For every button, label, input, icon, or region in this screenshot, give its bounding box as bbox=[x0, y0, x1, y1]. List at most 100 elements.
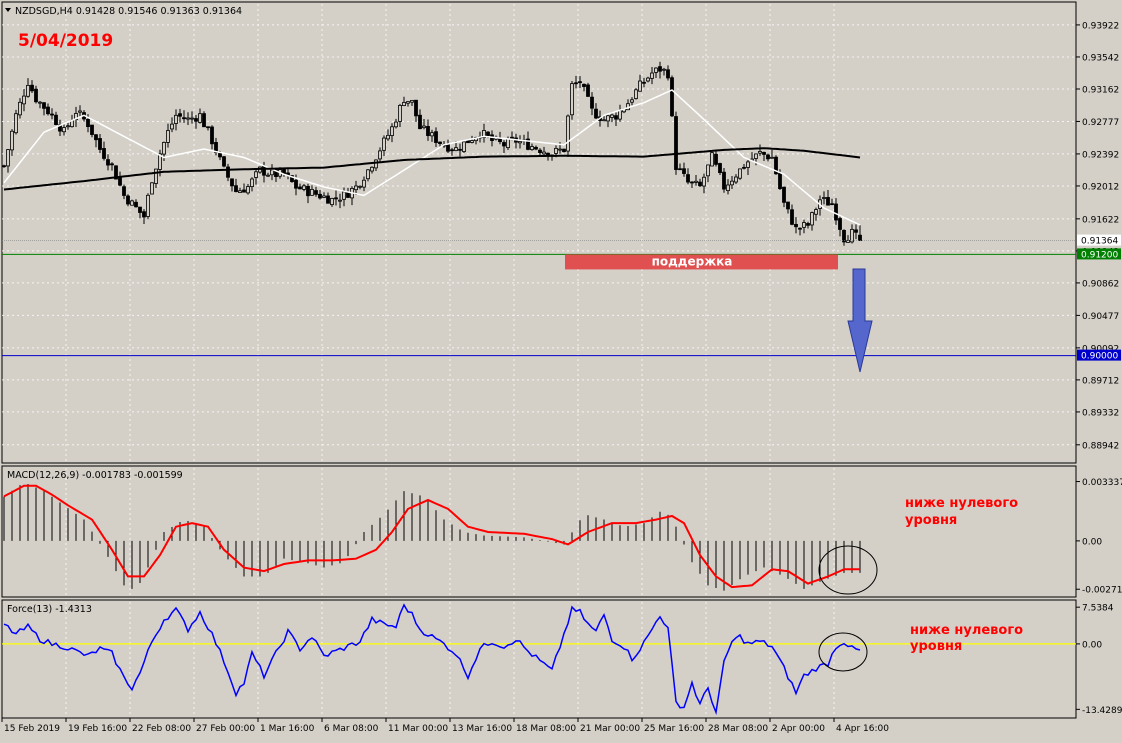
x-tick-label: 15 Feb 2019 bbox=[4, 724, 60, 734]
candle-body bbox=[202, 113, 206, 128]
candle-body bbox=[146, 194, 150, 217]
current-price-text: 0.91364 bbox=[1081, 237, 1118, 247]
candle-body bbox=[34, 88, 38, 103]
candle-body bbox=[702, 176, 706, 187]
candle-body bbox=[2, 165, 6, 168]
candle-body bbox=[658, 66, 662, 72]
candle-body bbox=[758, 151, 762, 154]
symbol-header: NZDSGD,H4 0.91428 0.91546 0.91363 0.9136… bbox=[15, 6, 242, 17]
candle-body bbox=[26, 85, 30, 97]
candle-body bbox=[562, 148, 566, 152]
candle-body bbox=[294, 179, 298, 189]
x-tick-label: 25 Mar 16:00 bbox=[644, 724, 704, 734]
candle-body bbox=[194, 118, 198, 122]
candle-body bbox=[718, 163, 722, 173]
candle-body bbox=[826, 197, 830, 206]
macd-series bbox=[3, 484, 878, 595]
candle-body bbox=[450, 149, 454, 152]
candle-body bbox=[670, 77, 674, 117]
macd-tick-label: 0.00 bbox=[1082, 537, 1102, 547]
candle-body bbox=[118, 177, 122, 186]
candle-body bbox=[558, 148, 562, 151]
candle-body bbox=[634, 89, 638, 99]
candle-body bbox=[198, 113, 202, 123]
candle-body bbox=[190, 117, 194, 120]
candle-body bbox=[614, 115, 618, 120]
price-tick-label: 0.93162 bbox=[1082, 85, 1119, 95]
candle-body bbox=[414, 99, 418, 117]
support-label: поддержка bbox=[652, 254, 733, 268]
candle-body bbox=[262, 165, 266, 176]
candle-body bbox=[74, 113, 78, 120]
candle-body bbox=[858, 234, 862, 241]
candle-body bbox=[422, 125, 426, 129]
candle-body bbox=[342, 191, 346, 200]
candle-body bbox=[326, 195, 330, 204]
x-tick-label: 28 Mar 08:00 bbox=[708, 724, 768, 734]
candle-body bbox=[102, 148, 106, 159]
macd-annotation: ниже нулевого уровня bbox=[905, 496, 1018, 528]
candle-body bbox=[798, 227, 802, 230]
candle-body bbox=[390, 126, 394, 136]
force-tick-label: -13.4289 bbox=[1082, 706, 1122, 716]
x-tick-label: 19 Feb 16:00 bbox=[68, 724, 127, 734]
candle-body bbox=[766, 154, 770, 160]
window-menu-icon[interactable] bbox=[5, 8, 11, 12]
candle-body bbox=[730, 180, 734, 186]
candle-body bbox=[790, 209, 794, 225]
candle-body bbox=[618, 110, 622, 120]
candle-body bbox=[810, 212, 814, 226]
candle-body bbox=[330, 198, 334, 206]
candle-body bbox=[362, 179, 366, 188]
candle-body bbox=[30, 84, 34, 92]
candle-body bbox=[98, 138, 102, 150]
candle-body bbox=[238, 190, 242, 193]
support-price-text: 0.91200 bbox=[1081, 250, 1118, 260]
candle-body bbox=[306, 185, 310, 197]
candle-body bbox=[402, 102, 406, 106]
x-tick-label: 21 Mar 00:00 bbox=[580, 724, 640, 734]
axes: 0.93922 0.93542 0.93162 0.92777 0.92392 0.920… bbox=[1, 21, 1122, 734]
candle-body bbox=[446, 144, 450, 152]
candle-body bbox=[250, 178, 254, 188]
candle-body bbox=[786, 201, 790, 210]
candle-body bbox=[686, 174, 690, 183]
candle-body bbox=[782, 186, 786, 203]
candle-body bbox=[482, 130, 486, 138]
candle-body bbox=[822, 197, 826, 199]
candle-body bbox=[518, 140, 522, 144]
candle-body bbox=[726, 184, 730, 192]
candle-body bbox=[222, 156, 226, 167]
candle-body bbox=[242, 189, 246, 193]
x-tick-label: 4 Apr 16:00 bbox=[836, 724, 889, 734]
candle-body bbox=[762, 151, 766, 155]
candle-body bbox=[654, 67, 658, 73]
candle-body bbox=[850, 229, 854, 243]
candle-body bbox=[682, 168, 686, 174]
macd-panel bbox=[1, 465, 1077, 598]
macd-highlight-circle bbox=[818, 545, 878, 595]
price-tick-label: 0.92777 bbox=[1082, 118, 1119, 128]
candle-body bbox=[770, 156, 774, 159]
force-tick-label: 0.00 bbox=[1082, 640, 1102, 650]
candle-body bbox=[774, 156, 778, 175]
candle-body bbox=[410, 99, 414, 103]
candle-body bbox=[570, 83, 574, 116]
candle-body bbox=[542, 151, 546, 155]
candle-body bbox=[126, 195, 130, 205]
ma-slow-line bbox=[3, 147, 861, 191]
candle-body bbox=[470, 140, 474, 143]
candle-body bbox=[150, 182, 154, 195]
candle-body bbox=[334, 197, 338, 200]
candle-body bbox=[594, 108, 598, 119]
candle-body bbox=[582, 83, 586, 87]
candle-body bbox=[302, 185, 306, 190]
candle-body bbox=[110, 163, 114, 166]
candle-body bbox=[666, 69, 670, 79]
candle-body bbox=[54, 114, 58, 126]
macd-tick-label: -0.002719 bbox=[1082, 586, 1122, 596]
candle-body bbox=[274, 169, 278, 177]
candle-body bbox=[246, 186, 250, 194]
